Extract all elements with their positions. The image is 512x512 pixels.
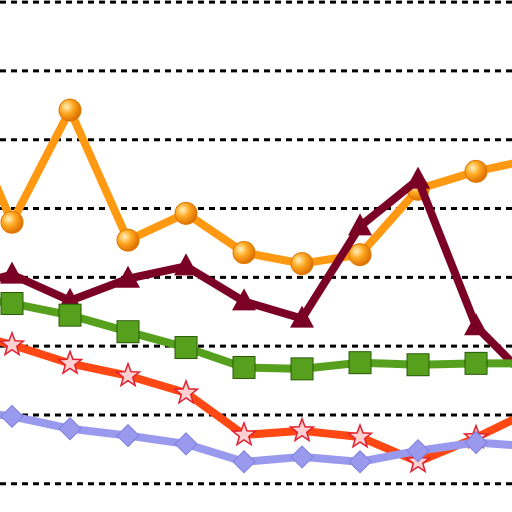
marker <box>58 303 82 327</box>
marker <box>290 305 315 328</box>
marker <box>464 159 488 183</box>
marker <box>232 355 256 379</box>
marker <box>464 430 488 455</box>
marker <box>348 351 372 375</box>
marker <box>114 361 142 388</box>
marker <box>116 265 141 288</box>
marker <box>174 201 198 225</box>
marker <box>172 378 200 405</box>
marker <box>174 432 198 456</box>
marker <box>230 420 258 447</box>
marker <box>174 253 199 276</box>
marker <box>348 450 372 474</box>
marker <box>346 422 374 449</box>
marker <box>406 166 431 189</box>
marker <box>232 288 257 311</box>
marker <box>288 416 316 443</box>
marker <box>348 213 373 236</box>
series-line <box>0 337 512 466</box>
marker <box>464 313 489 336</box>
marker <box>290 445 314 469</box>
marker <box>58 98 82 122</box>
marker <box>232 241 256 265</box>
marker <box>0 330 26 357</box>
marker <box>406 439 430 463</box>
marker <box>0 210 24 234</box>
series-line <box>0 175 512 369</box>
marker <box>116 320 140 344</box>
marker <box>116 423 140 448</box>
marker <box>174 336 198 360</box>
marker <box>58 417 82 441</box>
marker <box>0 261 25 284</box>
marker <box>348 243 372 267</box>
marker <box>232 450 256 474</box>
marker <box>56 349 84 375</box>
marker <box>464 351 488 375</box>
marker <box>0 291 24 315</box>
marker <box>116 228 140 252</box>
marker <box>290 357 314 381</box>
marker <box>0 404 24 429</box>
marker <box>406 353 430 377</box>
marker <box>290 252 314 276</box>
